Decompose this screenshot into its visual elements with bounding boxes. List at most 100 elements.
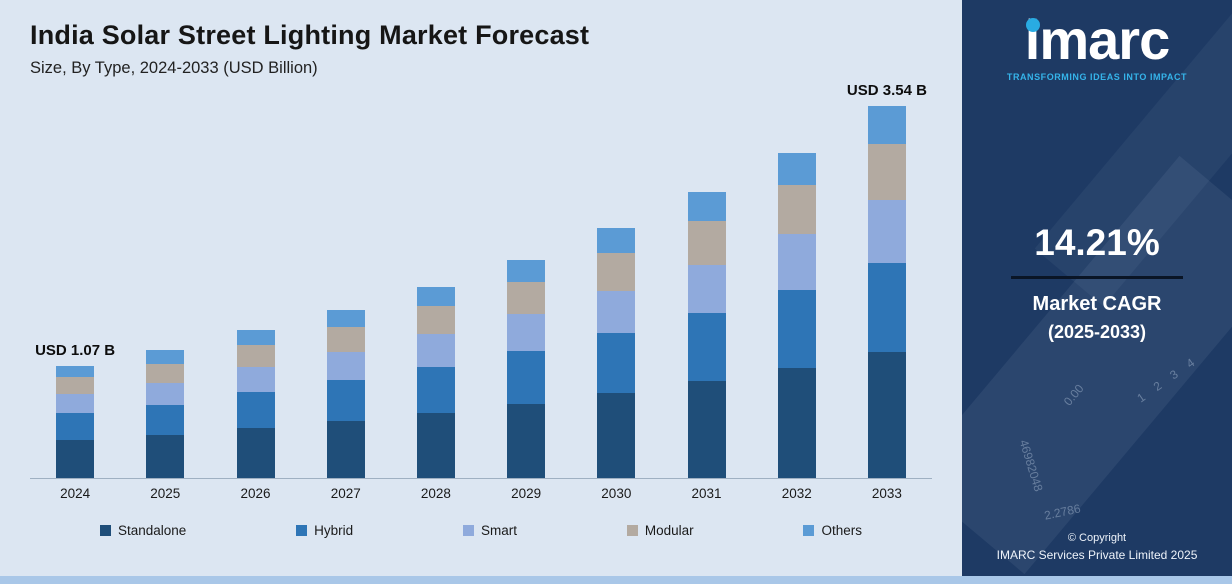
bar-group-2028 <box>391 92 481 478</box>
cagr-period: (2025-2033) <box>1047 322 1147 342</box>
imarc-logo-dot-icon <box>1025 18 1040 32</box>
x-axis-label: 2031 <box>691 486 722 501</box>
legend: Standalone Hybrid Smart Modular Others <box>30 523 932 538</box>
x-axis-label: 2033 <box>871 486 902 501</box>
bar-segment-others <box>777 152 816 186</box>
copyright-label: © Copyright <box>1067 532 1127 544</box>
stacked-bar-2028 <box>416 286 455 478</box>
stacked-bar-2025 <box>146 349 185 478</box>
legend-swatch-icon <box>803 525 815 536</box>
bar-segment-hybrid <box>507 351 546 404</box>
bar-group-2026 <box>210 92 300 478</box>
bar-segment-others <box>326 309 365 327</box>
bar-segment-others <box>56 365 95 378</box>
legend-swatch-icon <box>296 525 308 536</box>
bar-group-2025 <box>120 92 210 478</box>
x-axis-label: 2030 <box>601 486 632 501</box>
imarc-logo: imarc <box>1025 12 1170 68</box>
bar-segment-hybrid <box>56 412 95 441</box>
bar-segment-smart <box>597 291 636 334</box>
chart-panel: India Solar Street Lighting Market Forec… <box>30 20 932 538</box>
stacked-bar-2029 <box>507 259 546 478</box>
stacked-bar-2027 <box>326 309 365 478</box>
bar-segment-standalone <box>777 367 816 478</box>
legend-label: Smart <box>480 523 517 538</box>
legend-label: Hybrid <box>314 523 354 538</box>
bar-group-2030 <box>571 92 661 478</box>
bar-segment-standalone <box>597 392 636 478</box>
stacked-bar-2024: USD 1.07 B <box>35 342 115 478</box>
bar-segment-smart <box>236 366 275 392</box>
legend-item-others: Others <box>803 523 862 538</box>
bar-segment-hybrid <box>867 262 906 352</box>
bar-segment-standalone <box>687 381 726 478</box>
legend-item-standalone: Standalone <box>100 523 186 538</box>
bar-segment-modular <box>236 344 275 367</box>
copyright-company: IMARC Services Private Limited 2025 <box>996 548 1198 562</box>
bar-segment-modular <box>777 185 816 235</box>
bar-segment-hybrid <box>777 290 816 368</box>
x-axis-label: 2032 <box>781 486 812 501</box>
stacked-bar-2031 <box>687 192 726 478</box>
imarc-tagline: TRANSFORMING IDEAS INTO IMPACT <box>1006 72 1188 82</box>
bar-segment-modular <box>416 305 455 335</box>
bar-segment-standalone <box>56 440 95 478</box>
x-axis-label: 2027 <box>330 486 361 501</box>
bar-segment-smart <box>867 199 906 263</box>
bar-segment-standalone <box>236 427 275 478</box>
bar-segment-modular <box>867 144 906 200</box>
legend-label: Modular <box>644 523 694 538</box>
cagr-block: 14.21% Market CAGR (2025-2033) <box>962 222 1232 343</box>
chart-subtitle: Size, By Type, 2024-2033 (USD Billion) <box>30 59 318 77</box>
imarc-logo-text: imarc <box>1024 8 1170 71</box>
sidebar: 0.00 1 2 3 4 46982048 2.2786 imarc TRANS… <box>962 0 1232 584</box>
bar-segment-modular <box>507 281 546 315</box>
bar-group-2024: USD 1.07 B <box>30 92 120 478</box>
bar-segment-smart <box>56 394 95 413</box>
bar-segment-smart <box>687 264 726 314</box>
x-axis-labels: 2024 2025 2026 2027 2028 2029 2030 2031 2032 2033 <box>30 486 932 501</box>
bar-segment-hybrid <box>236 391 275 428</box>
cagr-divider <box>1011 276 1183 279</box>
bar-segment-hybrid <box>687 313 726 382</box>
bar-segment-others <box>416 286 455 306</box>
bar-group-2032 <box>752 92 842 478</box>
bar-segment-smart <box>416 334 455 367</box>
x-axis-label: 2028 <box>420 486 451 501</box>
bar-segment-others <box>507 259 546 282</box>
imarc-logo-block: imarc TRANSFORMING IDEAS INTO IMPACT <box>962 12 1232 83</box>
bar-segment-smart <box>146 382 185 405</box>
bar-group-2031 <box>661 92 751 478</box>
bar-segment-others <box>687 192 726 221</box>
bar-segment-modular <box>146 363 185 383</box>
bar-segment-standalone <box>416 412 455 478</box>
cagr-label: Market CAGR <box>1032 293 1162 315</box>
legend-label: Others <box>821 523 862 538</box>
bar-segment-modular <box>326 326 365 352</box>
bar-segment-standalone <box>867 352 906 478</box>
stacked-bar-2033: USD 3.54 B <box>847 82 927 478</box>
x-axis-label: 2026 <box>240 486 271 501</box>
x-axis-label: 2025 <box>150 486 181 501</box>
bar-segment-others <box>867 106 906 145</box>
bar-total-label: USD 1.07 B <box>35 341 116 359</box>
bar-group-2027 <box>301 92 391 478</box>
bar-groups: USD 1.07 B USD 3.54 B <box>30 82 932 478</box>
bar-segment-hybrid <box>597 333 636 393</box>
bar-segment-standalone <box>326 421 365 478</box>
bar-segment-others <box>146 349 185 364</box>
legend-item-hybrid: Hybrid <box>296 523 353 538</box>
x-axis-label: 2029 <box>511 486 542 501</box>
bottom-strip <box>0 576 1232 584</box>
bar-segment-smart <box>777 234 816 291</box>
bar-segment-smart <box>326 351 365 381</box>
bar-segment-modular <box>687 220 726 265</box>
legend-swatch-icon <box>462 525 474 536</box>
bar-group-2033: USD 3.54 B <box>842 82 932 478</box>
bar-total-label: USD 3.54 B <box>846 82 927 100</box>
stacked-bar-2026 <box>236 329 275 478</box>
legend-label: Standalone <box>118 523 187 538</box>
bar-segment-hybrid <box>146 404 185 435</box>
bar-segment-modular <box>56 377 95 395</box>
